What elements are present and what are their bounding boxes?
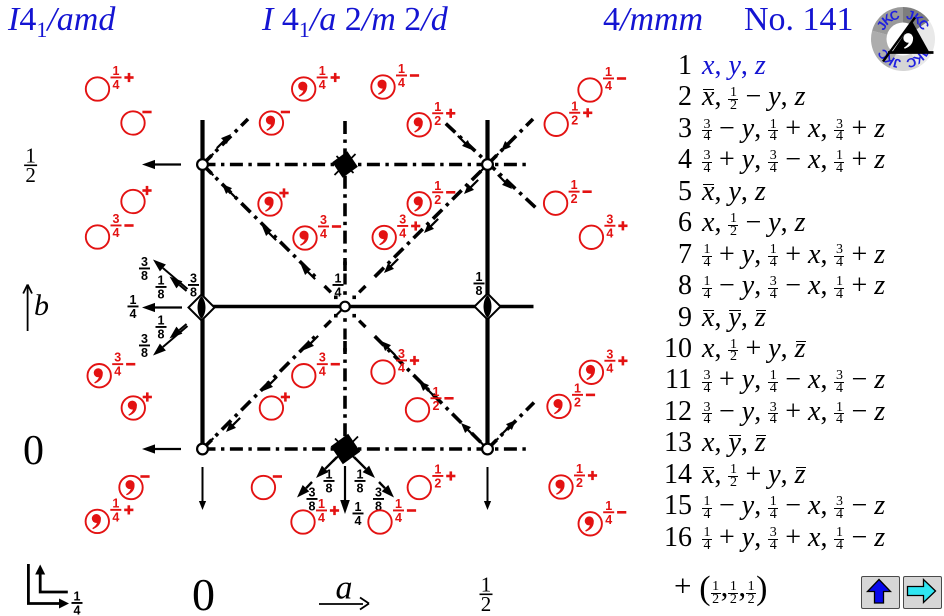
- svg-text:1: 1: [130, 293, 137, 307]
- svg-text:8: 8: [357, 482, 364, 496]
- svg-text:4: 4: [320, 227, 327, 241]
- svg-text:1: 1: [319, 64, 326, 78]
- svg-text:0: 0: [192, 569, 215, 616]
- svg-text:3: 3: [399, 213, 406, 227]
- svg-text:3: 3: [141, 255, 148, 269]
- svg-text:8: 8: [141, 346, 148, 360]
- svg-text:2: 2: [434, 193, 441, 207]
- svg-text:a: a: [336, 570, 353, 607]
- svg-text:1: 1: [476, 270, 483, 284]
- svg-text:3: 3: [141, 332, 148, 346]
- svg-text:J: J: [892, 55, 903, 71]
- svg-text:4: 4: [74, 604, 81, 616]
- svg-text:8: 8: [476, 284, 483, 298]
- svg-text:1: 1: [326, 468, 333, 482]
- svg-text:1: 1: [318, 497, 325, 511]
- svg-text:4: 4: [319, 78, 326, 92]
- svg-text:4: 4: [395, 511, 402, 525]
- svg-text:4: 4: [318, 511, 325, 525]
- svg-text:4: 4: [399, 227, 406, 241]
- svg-text:3: 3: [320, 213, 327, 227]
- svg-text:8: 8: [190, 286, 197, 300]
- svg-text:1: 1: [574, 381, 581, 395]
- svg-text:1: 1: [74, 590, 81, 604]
- svg-text:8: 8: [375, 500, 382, 514]
- svg-text:0: 0: [23, 428, 44, 474]
- svg-text:1: 1: [434, 179, 441, 193]
- svg-text:3: 3: [113, 212, 120, 226]
- svg-text:2: 2: [571, 192, 578, 206]
- svg-text:1: 1: [158, 274, 165, 288]
- svg-text:1: 1: [576, 462, 583, 476]
- svg-text:3: 3: [309, 486, 316, 500]
- svg-text:1: 1: [571, 178, 578, 192]
- svg-text:J: J: [905, 7, 916, 23]
- svg-text:1: 1: [481, 573, 492, 597]
- svg-text:2: 2: [25, 163, 36, 187]
- svg-text:3: 3: [114, 351, 121, 365]
- svg-text:1: 1: [112, 496, 119, 510]
- svg-text:1: 1: [395, 497, 402, 511]
- svg-text:4: 4: [335, 286, 342, 300]
- svg-text:3: 3: [319, 351, 326, 365]
- svg-text:8: 8: [309, 500, 316, 514]
- svg-text:2: 2: [481, 592, 492, 616]
- svg-text:3: 3: [190, 272, 197, 286]
- svg-text:8: 8: [141, 269, 148, 283]
- svg-text:1: 1: [398, 62, 405, 76]
- svg-text:1: 1: [433, 385, 440, 399]
- svg-text:4: 4: [355, 514, 362, 528]
- svg-text:3: 3: [398, 347, 405, 361]
- svg-text:4: 4: [398, 76, 405, 90]
- svg-text:1: 1: [158, 314, 165, 328]
- svg-text:4: 4: [130, 307, 137, 321]
- svg-text:2: 2: [434, 477, 441, 491]
- svg-text:8: 8: [158, 288, 165, 302]
- svg-text:1: 1: [113, 64, 120, 78]
- svg-text:4: 4: [113, 226, 120, 240]
- svg-text:1: 1: [25, 144, 36, 168]
- svg-text:2: 2: [574, 395, 581, 409]
- svg-text:1: 1: [434, 463, 441, 477]
- svg-text:1: 1: [355, 500, 362, 514]
- svg-text:4: 4: [606, 361, 613, 375]
- svg-text:3: 3: [375, 486, 382, 500]
- svg-text:4: 4: [605, 79, 612, 93]
- svg-text:2: 2: [576, 476, 583, 490]
- svg-text:4: 4: [606, 226, 613, 240]
- svg-text:4: 4: [112, 510, 119, 524]
- svg-text:4: 4: [319, 365, 326, 379]
- svg-text:2: 2: [433, 399, 440, 413]
- svg-text:3: 3: [606, 212, 613, 226]
- svg-text:1: 1: [605, 499, 612, 513]
- svg-text:1: 1: [434, 100, 441, 114]
- svg-text:1: 1: [357, 468, 364, 482]
- svg-text:1: 1: [571, 99, 578, 113]
- svg-text:8: 8: [158, 328, 165, 342]
- svg-text:8: 8: [326, 482, 333, 496]
- svg-text:4: 4: [398, 361, 405, 375]
- svg-text:2: 2: [434, 114, 441, 128]
- svg-text:1: 1: [335, 272, 342, 286]
- svg-text:4: 4: [114, 365, 121, 379]
- svg-text:2: 2: [571, 113, 578, 127]
- svg-text:3: 3: [606, 347, 613, 361]
- svg-text:4: 4: [605, 513, 612, 527]
- svg-text:4: 4: [113, 78, 120, 92]
- svg-text:1: 1: [605, 65, 612, 79]
- svg-text:b: b: [34, 289, 49, 322]
